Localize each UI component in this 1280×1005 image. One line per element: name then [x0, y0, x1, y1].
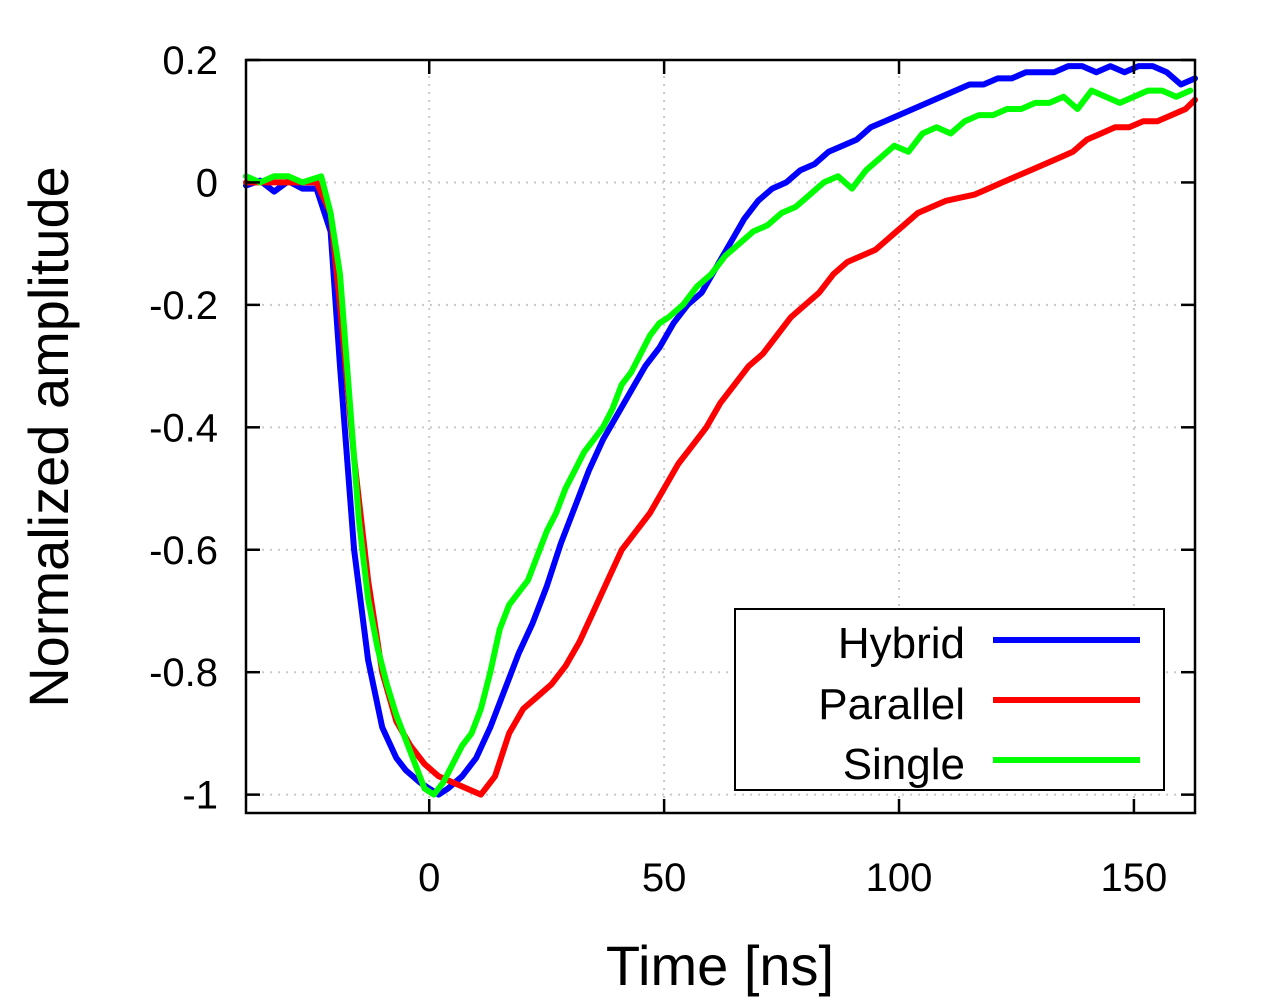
y-tick-label: -1 — [182, 774, 218, 818]
y-tick-label: 0.2 — [162, 39, 218, 83]
x-axis-title: Time [ns] — [606, 934, 834, 997]
x-tick-label: 0 — [418, 856, 440, 900]
y-axis-title: Normalized amplitude — [17, 166, 80, 708]
legend-label-parallel: Parallel — [818, 680, 965, 729]
x-tick-label: 150 — [1101, 856, 1168, 900]
y-tick-label: 0 — [196, 161, 218, 205]
legend: Hybrid Parallel Single — [734, 608, 1165, 791]
y-tick-label: -0.8 — [149, 651, 218, 695]
y-tick-label: -0.4 — [149, 406, 218, 450]
y-tick-label: -0.6 — [149, 529, 218, 573]
axis-ticks — [246, 58, 1195, 813]
series-lines — [243, 63, 1198, 798]
legend-label-single: Single — [843, 740, 965, 789]
x-tick-label: 100 — [866, 856, 933, 900]
series-line-hybrid — [243, 63, 1198, 798]
x-tick-label: 50 — [642, 856, 687, 900]
y-tick-labels: 0.2 0 -0.2 -0.4 -0.6 -0.8 -1 — [149, 39, 218, 818]
series-line-single — [243, 87, 1194, 798]
y-tick-label: -0.2 — [149, 284, 218, 328]
plot-frame — [244, 58, 1197, 815]
grid — [246, 59, 1195, 813]
x-tick-labels: 0 50 100 150 — [418, 856, 1167, 900]
legend-label-hybrid: Hybrid — [838, 619, 965, 668]
